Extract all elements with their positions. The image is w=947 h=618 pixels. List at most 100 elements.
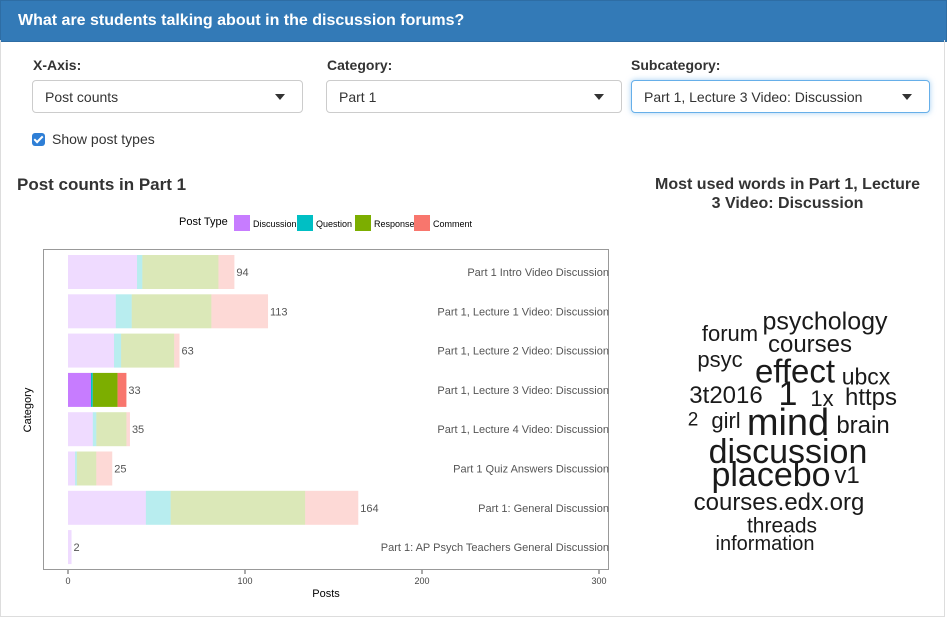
category-label: Part 1, Lecture 3 Video: Discussion	[437, 385, 609, 397]
bar-discussion	[68, 530, 72, 565]
post-counts-chart: 0 100 200 300 Posts Category 94 Part 1 Intro Vi…	[22, 255, 609, 600]
chevron-down-icon	[902, 94, 912, 100]
bar-question	[145, 490, 171, 525]
category-label: Part 1 Intro Video Discussion	[467, 267, 609, 279]
bar-question	[75, 451, 77, 486]
wordcloud-title: Most used words in Part 1, Lecture 3 Vid…	[655, 176, 920, 212]
bar-response	[121, 333, 175, 368]
wordcloud-word: forum	[701, 321, 759, 346]
bar-total-label: 63	[182, 346, 194, 358]
x-tick-label: 100	[237, 576, 252, 586]
bar-total-label: 2	[74, 542, 80, 554]
wordcloud-word: 1	[778, 375, 798, 413]
bar-total-label: 113	[270, 306, 288, 318]
category-select-value: Part 1	[339, 89, 377, 105]
bar-comment	[174, 333, 180, 368]
legend-key-comment	[414, 215, 430, 231]
bar-comment	[305, 490, 359, 525]
bar-question	[137, 255, 143, 289]
plot-panel	[43, 249, 609, 570]
category-label: Part 1 Quiz Answers Discussion	[453, 464, 609, 476]
bar-discussion	[68, 294, 116, 329]
bar-total-label: 35	[132, 424, 144, 436]
xaxis-select-value: Post counts	[45, 89, 119, 105]
bar-response	[142, 255, 219, 289]
legend-title: Post Type	[179, 216, 228, 228]
bar-discussion	[68, 255, 138, 289]
bar-total-label: 164	[360, 503, 378, 515]
bar-response	[92, 372, 118, 407]
wordcloud-word: https	[844, 384, 898, 411]
wordcloud-word: psychology	[762, 307, 888, 336]
wordcloud-word: placebo	[711, 456, 831, 494]
bar-response	[170, 490, 306, 525]
panel-body	[0, 40, 945, 617]
wordcloud-word: effect	[754, 352, 836, 390]
bar-comment	[218, 255, 235, 289]
chart-title: Post counts in Part 1	[17, 175, 187, 194]
bar-comment	[117, 372, 127, 407]
page-title: What are students talking about in the d…	[18, 12, 465, 29]
bar-comment	[126, 412, 130, 447]
app-header: What are students talking about in the d…	[0, 0, 947, 42]
wordcloud-word: 3t2016	[689, 382, 763, 409]
wordcloud-word: mind	[746, 402, 830, 444]
bar-discussion	[68, 490, 146, 525]
bar-question	[114, 333, 122, 368]
bar-comment	[211, 294, 269, 329]
bar-total-label: 25	[114, 464, 126, 476]
category-label: Part 1, Lecture 1 Video: Discussion	[437, 306, 609, 318]
category-label: Part 1, Lecture 4 Video: Discussion	[437, 424, 609, 436]
wordcloud-word: ubcx	[841, 363, 891, 390]
bar-total-label: 33	[128, 385, 140, 397]
xaxis-label: X-Axis:	[33, 57, 82, 73]
bar-question	[92, 412, 97, 447]
chevron-down-icon	[275, 94, 285, 100]
legend-label-response: Response	[374, 219, 415, 229]
chevron-down-icon	[594, 94, 604, 100]
bar-comment	[96, 451, 113, 486]
show-post-types-checkbox[interactable]	[32, 133, 45, 146]
subcategory-select-value: Part 1, Lecture 3 Video: Discussion	[644, 89, 863, 105]
category-label: Part 1: General Discussion	[478, 503, 609, 515]
wordcloud-word: psyc	[697, 347, 743, 372]
wordcloud-word: information	[715, 533, 815, 555]
wordcloud-word: 2	[687, 409, 699, 431]
subcategory-select[interactable]: Part 1, Lecture 3 Video: Discussion	[631, 80, 930, 113]
x-tick-label: 0	[65, 576, 70, 586]
bar-discussion	[68, 412, 93, 447]
wordcloud-word: v1	[834, 462, 860, 489]
category-label: Category:	[327, 57, 393, 73]
bar-discussion	[68, 451, 76, 486]
xaxis-select[interactable]: Post counts	[32, 80, 303, 113]
x-tick-label: 300	[591, 576, 606, 586]
legend-key-discussion	[234, 215, 250, 231]
category-select[interactable]: Part 1	[326, 80, 622, 113]
bar-response	[76, 451, 97, 486]
wordcloud-word: girl	[711, 408, 741, 433]
wordcloud-word: threads	[746, 514, 818, 538]
wordcloud-word: 1x	[810, 386, 834, 411]
wordcloud-word: brain	[836, 412, 890, 439]
bar-discussion	[68, 372, 92, 407]
subcategory-label: Subcategory:	[631, 57, 721, 73]
x-axis-title: Posts	[312, 588, 340, 600]
show-post-types-label[interactable]: Show post types	[52, 131, 155, 147]
bar-question	[91, 372, 93, 407]
bar-discussion	[68, 333, 115, 368]
wordcloud-word: courses	[767, 331, 853, 358]
wordcloud-word: courses.edx.org	[693, 489, 865, 516]
wordcloud-word: discussion	[708, 433, 868, 471]
bar-total-label: 94	[236, 267, 248, 279]
legend-label-question: Question	[316, 219, 353, 229]
legend-key-response	[355, 215, 371, 231]
bar-response	[96, 412, 127, 447]
bar-response	[131, 294, 212, 329]
y-axis-title: Category	[22, 387, 34, 432]
legend-key-question	[297, 215, 313, 231]
bar-question	[115, 294, 132, 329]
legend-label-comment: Comment	[433, 219, 473, 229]
category-label: Part 1: AP Psych Teachers General Discus…	[381, 542, 609, 554]
legend-label-discussion: Discussion	[253, 219, 297, 229]
category-label: Part 1, Lecture 2 Video: Discussion	[437, 346, 609, 358]
